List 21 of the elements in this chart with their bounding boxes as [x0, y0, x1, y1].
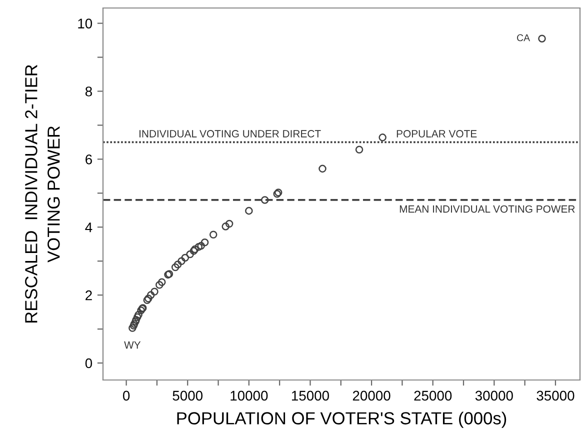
y-tick-label: 2 — [86, 290, 92, 300]
ref-line-label: MEAN INDIVIDUAL VOTING POWER — [400, 205, 575, 213]
x-tick-label: 15000 — [292, 390, 329, 401]
y-tick-label: 6 — [86, 154, 92, 164]
x-tick-label: 30000 — [475, 390, 513, 401]
x-tick-label: 25000 — [414, 390, 452, 401]
annotation: WY — [124, 341, 141, 349]
y-axis-title: RESCALED INDIVIDUAL 2-TIER VOTING POWER — [25, 64, 60, 322]
y-tick-label: 10 — [78, 18, 92, 28]
y-tick-label: 0 — [85, 358, 92, 368]
x-axis-title: POPULATION OF VOTER'S STATE (000s) — [177, 412, 506, 428]
x-tick-label: 20000 — [352, 390, 390, 401]
x-tick-label: 0 — [122, 390, 130, 401]
annotation: POPULAR VOTE — [396, 130, 477, 138]
y-tick-label: 4 — [85, 222, 92, 232]
x-tick-label: 5000 — [172, 390, 203, 401]
annotation: INDIVIDUAL VOTING UNDER DIRECT — [140, 130, 321, 138]
annotation: CA — [517, 34, 530, 42]
x-tick-label: 35000 — [536, 390, 574, 401]
x-tick-label: 10000 — [230, 390, 268, 401]
y-tick-label: 8 — [85, 86, 92, 96]
